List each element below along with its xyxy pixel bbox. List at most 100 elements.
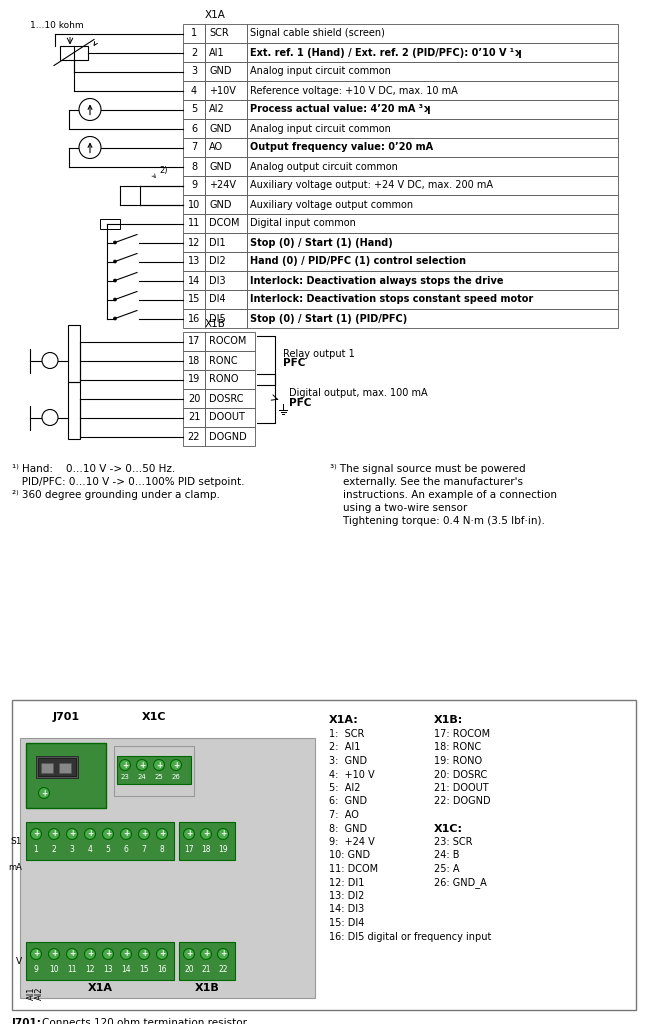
Text: 18: RONC: 18: RONC: [434, 742, 481, 753]
Text: 9: 9: [191, 180, 197, 190]
Circle shape: [139, 948, 150, 959]
Text: 11: DCOM: 11: DCOM: [329, 864, 378, 874]
Text: 4: 4: [87, 846, 93, 854]
Text: X1B: X1B: [205, 319, 226, 329]
Text: DI1: DI1: [209, 238, 226, 248]
Bar: [205, 351, 255, 370]
Text: AI1: AI1: [209, 47, 225, 57]
Text: 3: 3: [69, 846, 75, 854]
Text: SCR: SCR: [209, 29, 229, 39]
Bar: [183, 119, 205, 138]
Bar: [179, 822, 235, 860]
Text: 7: 7: [141, 846, 146, 854]
Bar: [38, 758, 76, 776]
Text: +: +: [220, 829, 226, 839]
Text: +: +: [69, 829, 75, 839]
Text: 4: 4: [191, 85, 197, 95]
Circle shape: [42, 410, 58, 426]
Text: X1A: X1A: [87, 983, 113, 993]
Circle shape: [49, 828, 60, 840]
Text: 12: 12: [188, 238, 200, 248]
Bar: [205, 233, 247, 252]
Circle shape: [67, 828, 78, 840]
Text: AI1: AI1: [27, 986, 36, 999]
Text: 6: 6: [124, 846, 128, 854]
Bar: [183, 351, 205, 370]
Text: 5:  AI2: 5: AI2: [329, 783, 360, 793]
Text: RONO: RONO: [209, 375, 238, 384]
Text: Relay output 1: Relay output 1: [283, 349, 354, 359]
Text: DOGND: DOGND: [209, 431, 247, 441]
Text: 24: 24: [137, 774, 146, 780]
Circle shape: [139, 828, 150, 840]
Bar: [247, 81, 618, 100]
Text: +: +: [203, 829, 209, 839]
Text: V: V: [16, 956, 22, 966]
Bar: [183, 271, 205, 290]
Text: mA: mA: [8, 863, 22, 872]
Bar: [205, 427, 255, 446]
Text: Connects 120 ohm termination resistor.: Connects 120 ohm termination resistor.: [42, 1018, 249, 1024]
Text: Analog input circuit common: Analog input circuit common: [250, 67, 391, 77]
Bar: [247, 214, 618, 233]
Bar: [183, 157, 205, 176]
Text: 3:  GND: 3: GND: [329, 756, 367, 766]
Text: 18: 18: [202, 846, 211, 854]
Bar: [205, 43, 247, 62]
Text: PID/PFC: 0…10 V -> 0…100% PID setpoint.: PID/PFC: 0…10 V -> 0…100% PID setpoint.: [12, 477, 244, 487]
Text: +: +: [41, 788, 47, 798]
Text: GND: GND: [209, 67, 231, 77]
Text: GND: GND: [209, 162, 231, 171]
Text: X1B: X1B: [194, 983, 220, 993]
Text: +10V: +10V: [209, 85, 236, 95]
Bar: [247, 43, 618, 62]
Text: +: +: [139, 761, 145, 769]
Bar: [26, 942, 174, 980]
Text: 11: 11: [67, 966, 76, 975]
Bar: [247, 233, 618, 252]
Text: ³⁾ The signal source must be powered: ³⁾ The signal source must be powered: [330, 464, 526, 474]
Circle shape: [102, 948, 113, 959]
Bar: [247, 157, 618, 176]
Bar: [59, 763, 71, 773]
Bar: [205, 138, 247, 157]
Text: Digital input common: Digital input common: [250, 218, 356, 228]
Text: 13: 13: [103, 966, 113, 975]
Text: 17: 17: [184, 846, 194, 854]
Bar: [20, 738, 315, 998]
Bar: [205, 271, 247, 290]
Circle shape: [170, 760, 181, 770]
Bar: [205, 252, 247, 271]
Bar: [26, 743, 106, 808]
Circle shape: [113, 279, 117, 282]
Text: 21: DOOUT: 21: DOOUT: [434, 783, 489, 793]
Text: GND: GND: [209, 200, 231, 210]
Text: Reference voltage: +10 V DC, max. 10 mA: Reference voltage: +10 V DC, max. 10 mA: [250, 85, 457, 95]
Text: AO: AO: [209, 142, 223, 153]
Text: DI3: DI3: [209, 275, 226, 286]
Bar: [247, 62, 618, 81]
Bar: [205, 408, 255, 427]
Text: +: +: [186, 949, 192, 958]
Text: +: +: [159, 829, 165, 839]
Text: 17: ROCOM: 17: ROCOM: [434, 729, 490, 739]
Bar: [12, 700, 636, 1010]
Bar: [183, 389, 205, 408]
Bar: [183, 309, 205, 328]
Bar: [205, 81, 247, 100]
Circle shape: [38, 787, 49, 799]
Text: +: +: [122, 761, 128, 769]
Circle shape: [218, 828, 229, 840]
Circle shape: [218, 948, 229, 959]
Text: 6: 6: [191, 124, 197, 133]
Text: DI5: DI5: [209, 313, 226, 324]
Text: 14: 14: [188, 275, 200, 286]
Text: J701: J701: [52, 712, 80, 722]
Circle shape: [84, 828, 95, 840]
Text: 2): 2): [159, 166, 167, 174]
Text: +: +: [51, 829, 57, 839]
Text: 10: 10: [49, 966, 59, 975]
Text: +: +: [173, 761, 179, 769]
Text: 21: 21: [202, 966, 211, 975]
Text: DI2: DI2: [209, 256, 226, 266]
